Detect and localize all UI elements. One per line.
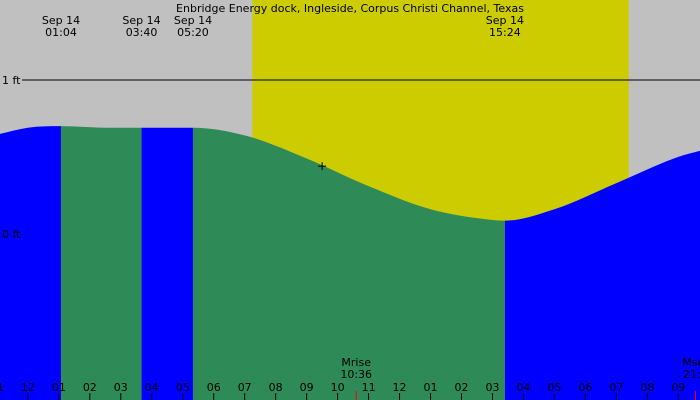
tide-event-date: Sep 14	[122, 14, 160, 27]
x-tick-label: 03	[485, 381, 499, 394]
x-tick-label: 04	[145, 381, 159, 394]
tide-event-date: Sep 14	[174, 14, 212, 27]
x-tick-label: 07	[609, 381, 623, 394]
x-tick-label: 11	[362, 381, 376, 394]
x-tick-label: 01	[424, 381, 438, 394]
x-tick-label: 08	[269, 381, 283, 394]
x-tick-label: 08	[640, 381, 654, 394]
tide-band-rising	[0, 126, 62, 400]
moon-event-label: Mset	[682, 356, 700, 369]
x-tick-label: 09	[671, 381, 685, 394]
tide-event-time: 01:04	[45, 26, 77, 39]
y-tick-label: 0 ft	[2, 228, 21, 241]
x-tick-label: 02	[455, 381, 469, 394]
tide-event-date: Sep 14	[42, 14, 80, 27]
x-tick-label: 10	[331, 381, 345, 394]
x-tick-label: 03	[114, 381, 128, 394]
x-tick-label: 06	[207, 381, 221, 394]
x-axis: 11 12 01 02 03 04 05 06 07 08 09 10 11 12 01 02 03 04 05 06…	[0, 381, 685, 400]
x-tick-label: 05	[176, 381, 190, 394]
x-tick-label: 12	[393, 381, 407, 394]
x-tick-label: 05	[547, 381, 561, 394]
y-tick-label: 1 ft	[2, 74, 21, 87]
tide-event-time: 05:20	[177, 26, 209, 39]
x-tick-label: 04	[516, 381, 530, 394]
cursor-crosshair	[318, 162, 327, 171]
moon-event-label: Mrise	[341, 356, 371, 369]
tide-event-time: 03:40	[126, 26, 158, 39]
moon-event-time: 21:3	[683, 368, 700, 381]
x-tick-label: 06	[578, 381, 592, 394]
x-tick-label: 07	[238, 381, 252, 394]
tide-band-falling	[61, 126, 142, 400]
x-tick-label: 12	[21, 381, 35, 394]
chart-title: Enbridge Energy dock, Ingleside, Corpus …	[176, 2, 524, 15]
x-tick-label: 01	[52, 381, 66, 394]
x-tick-label: 09	[300, 381, 314, 394]
moon-event-time: 10:36	[340, 368, 372, 381]
tide-event-time: 15:24	[489, 26, 521, 39]
tide-event-date: Sep 14	[486, 14, 524, 27]
x-tick-label: 11	[0, 381, 4, 394]
x-tick-label: 02	[83, 381, 97, 394]
y-axis: 1 ft 0 ft	[2, 74, 700, 241]
tide-band-rising	[141, 126, 193, 400]
